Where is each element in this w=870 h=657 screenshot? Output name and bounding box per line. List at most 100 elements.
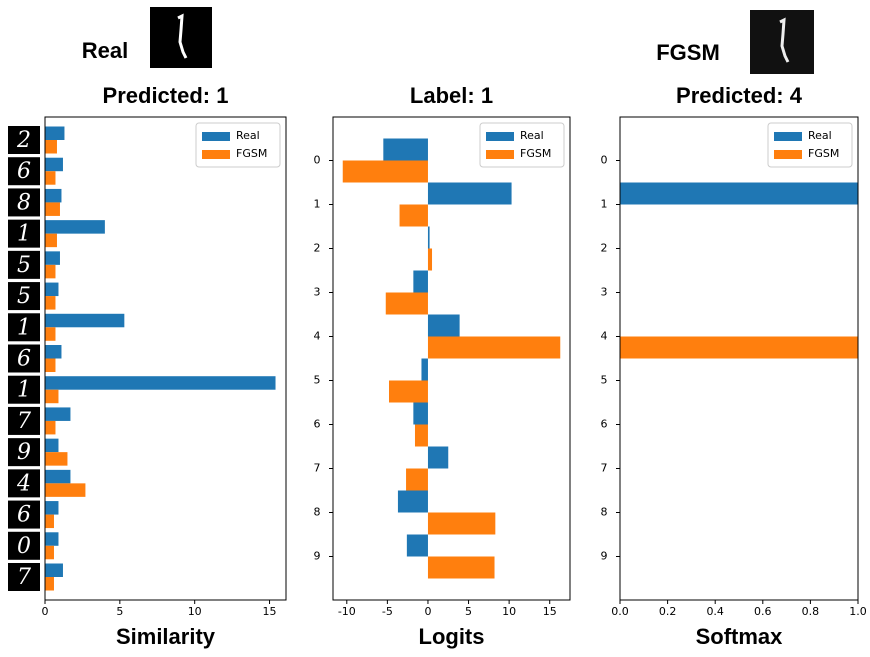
bar — [45, 140, 57, 154]
y-tick-label: 9 — [17, 440, 31, 465]
y-tick-label: 6 — [601, 418, 608, 431]
bar — [421, 359, 427, 381]
y-tick-label: 7 — [17, 409, 31, 434]
bar — [45, 127, 64, 141]
bar — [428, 183, 512, 205]
bar — [400, 205, 428, 227]
legend-label: FGSM — [236, 147, 267, 160]
bar — [428, 227, 430, 249]
bar — [415, 425, 428, 447]
bar — [45, 220, 105, 234]
x-tick-label: 0.8 — [802, 605, 820, 618]
x-axis-label: Similarity — [116, 624, 216, 649]
y-tick-label: 1 — [17, 378, 31, 403]
y-tick-label: 0 — [314, 154, 321, 167]
bar — [45, 421, 55, 435]
y-tick-label: 6 — [17, 159, 31, 184]
y-tick-label: 3 — [601, 286, 608, 299]
bar — [428, 513, 495, 535]
y-tick-label: 0 — [601, 154, 608, 167]
y-tick-label: 2 — [601, 242, 608, 255]
bar — [45, 265, 55, 279]
y-tick-label: 6 — [314, 418, 321, 431]
x-tick-label: 15 — [543, 605, 557, 618]
x-tick-label: 0.4 — [706, 605, 724, 618]
bar — [45, 439, 58, 453]
bar — [428, 249, 432, 271]
bar — [45, 189, 61, 203]
bar — [45, 390, 58, 404]
bar — [45, 234, 57, 248]
y-tick-label: 4 — [601, 330, 608, 343]
x-axis-label: Logits — [419, 624, 485, 649]
bar — [428, 447, 448, 469]
y-tick-label: 5 — [17, 253, 31, 278]
real-heading: Real — [82, 38, 128, 63]
bar — [45, 314, 124, 328]
bar — [413, 271, 428, 293]
y-tick-label: 7 — [601, 462, 608, 475]
legend-swatch — [774, 150, 802, 159]
bar — [45, 158, 63, 172]
y-tick-label: 3 — [314, 286, 321, 299]
chart-title: Predicted: 4 — [676, 83, 803, 108]
y-tick-label: 8 — [17, 190, 31, 215]
y-tick-label: 7 — [314, 462, 321, 475]
y-tick-label: 5 — [314, 374, 321, 387]
bar — [406, 469, 428, 491]
bar — [428, 557, 495, 579]
y-tick-label: 9 — [314, 550, 321, 563]
bar — [389, 381, 428, 403]
x-tick-label: 10 — [502, 605, 516, 618]
bar — [407, 535, 428, 557]
bar — [45, 407, 70, 421]
y-tick-label: 2 — [314, 242, 321, 255]
bar — [45, 501, 58, 514]
bar — [413, 403, 428, 425]
bar — [428, 337, 560, 359]
legend-swatch — [486, 150, 514, 159]
bar — [45, 546, 54, 560]
y-tick-label: 1 — [17, 315, 31, 340]
y-tick-label: 8 — [601, 506, 608, 519]
bar — [45, 296, 55, 310]
chart-title: Predicted: 1 — [103, 83, 229, 108]
bar — [45, 564, 63, 578]
bar — [45, 251, 60, 265]
y-tick-label: 6 — [17, 503, 31, 528]
x-tick-label: 0.0 — [611, 605, 629, 618]
y-tick-label: 9 — [601, 550, 608, 563]
bar — [386, 293, 428, 315]
bar — [620, 183, 858, 205]
bar — [45, 345, 61, 359]
bar — [620, 337, 858, 359]
legend-swatch — [486, 132, 514, 141]
x-tick-label: 1.0 — [849, 605, 867, 618]
x-tick-label: 0 — [424, 605, 431, 618]
legend-swatch — [774, 132, 802, 141]
legend-label: Real — [520, 129, 544, 142]
legend-label: Real — [808, 129, 832, 142]
y-tick-label: 1 — [601, 198, 608, 211]
y-tick-label: 8 — [314, 506, 321, 519]
x-tick-label: -5 — [382, 605, 393, 618]
figure: Real FGSM 268155161794607051015Predicted… — [0, 0, 870, 657]
bar — [383, 139, 428, 161]
y-tick-label: 2 — [16, 128, 31, 153]
y-tick-label: 4 — [314, 330, 321, 343]
x-tick-label: 0.2 — [659, 605, 677, 618]
bar — [45, 532, 58, 546]
legend-label: FGSM — [808, 147, 839, 160]
chart-title: Label: 1 — [410, 83, 493, 108]
bar — [45, 202, 60, 216]
x-axis-label: Softmax — [696, 624, 784, 649]
y-tick-label: 6 — [17, 347, 31, 372]
fgsm-heading: FGSM — [656, 40, 720, 65]
x-tick-label: 0 — [42, 605, 49, 618]
bar — [398, 491, 428, 513]
bar — [45, 515, 54, 529]
y-tick-label: 0 — [17, 534, 31, 559]
y-tick-label: 5 — [601, 374, 608, 387]
y-tick-label: 1 — [314, 198, 321, 211]
x-tick-label: -10 — [338, 605, 356, 618]
